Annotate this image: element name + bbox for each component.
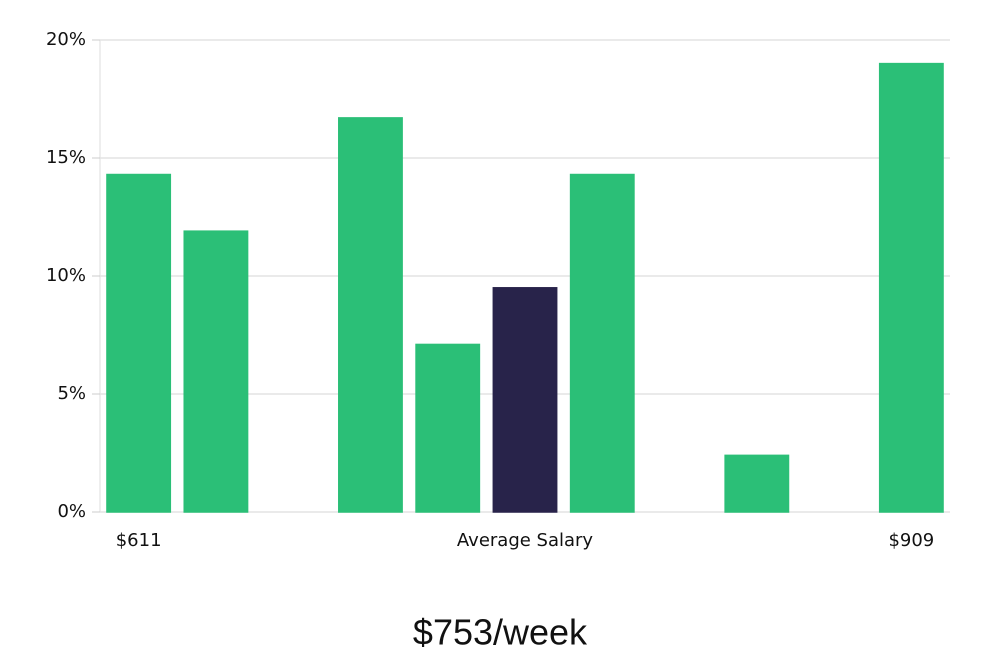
bar: [569, 173, 635, 513]
x-tick-label: $611: [116, 530, 162, 551]
bar: [106, 173, 172, 513]
bar: [492, 287, 558, 513]
x-axis-label: Average Salary: [457, 530, 594, 551]
y-tick-label: 15%: [46, 147, 86, 168]
bar: [338, 117, 403, 513]
annotation: $753/week: [413, 612, 588, 653]
y-tick-label: 10%: [46, 265, 86, 286]
bar: [724, 454, 790, 513]
bar: [878, 62, 944, 513]
y-tick-label: 0%: [57, 501, 86, 522]
y-tick-label: 5%: [57, 383, 86, 404]
x-tick-label: $909: [888, 530, 934, 551]
bar: [183, 230, 249, 513]
y-tick-label: 20%: [46, 29, 86, 50]
bar: [415, 343, 481, 513]
